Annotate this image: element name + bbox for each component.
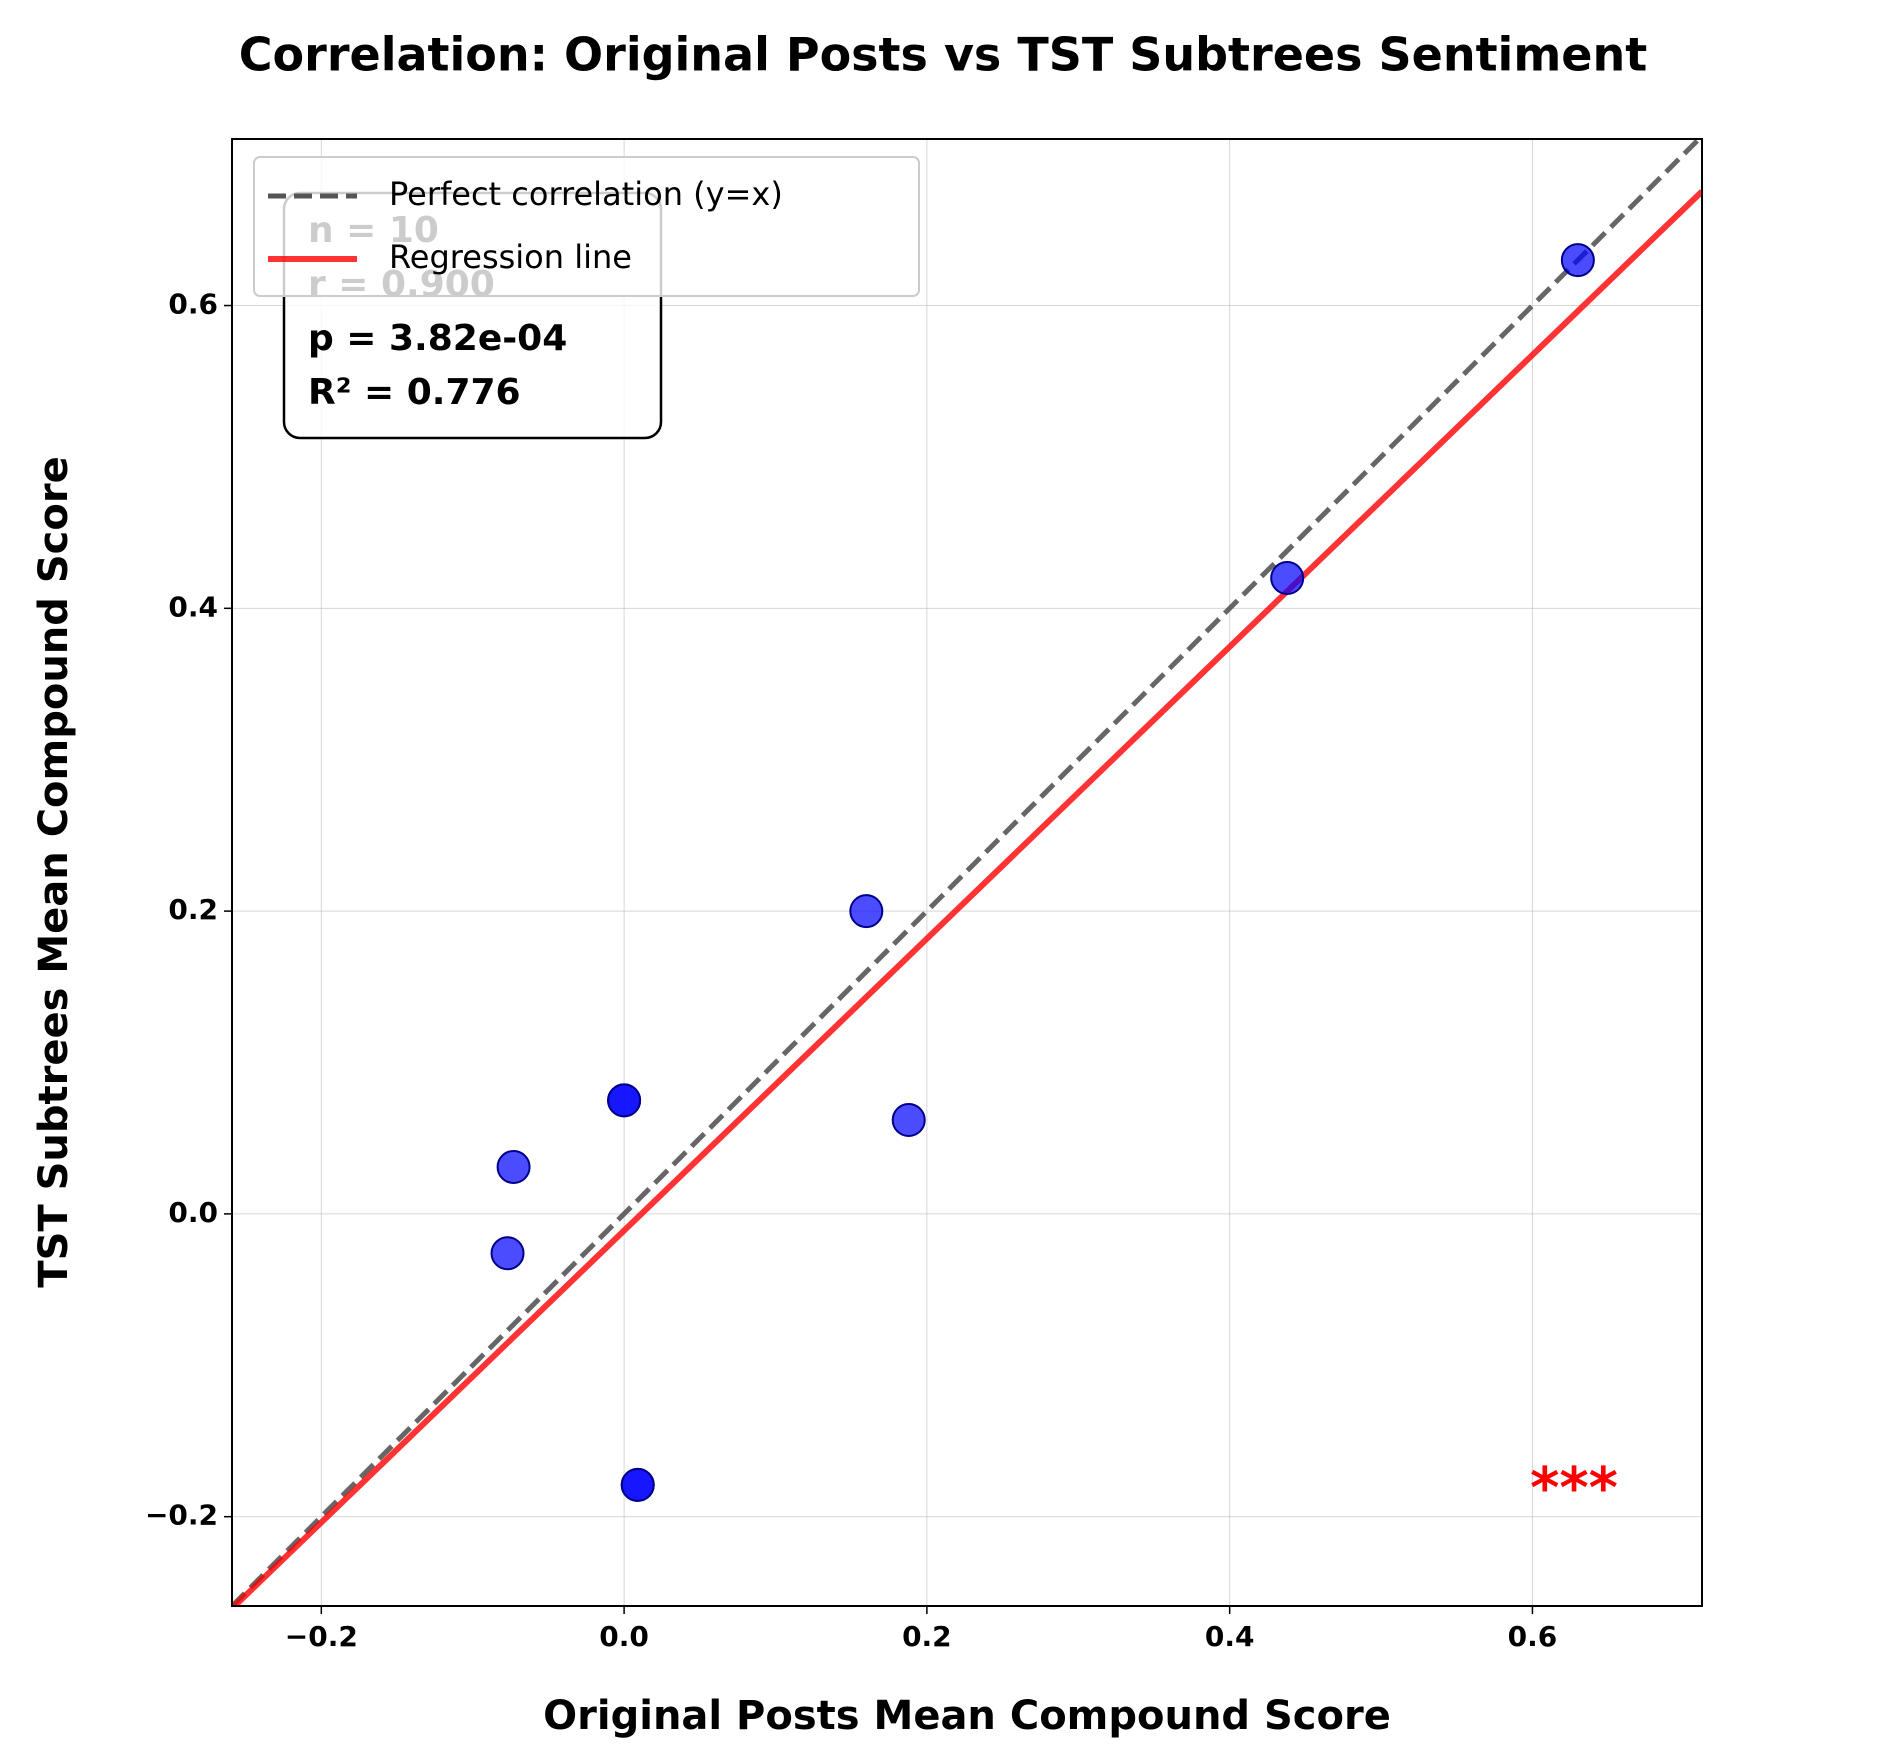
plot-frame: [231, 138, 1703, 1607]
x-axis-label: Original Posts Mean Compound Score: [543, 1693, 1391, 1739]
point: [496, 1149, 531, 1184]
x-tick-label: 0.2: [902, 1620, 952, 1653]
x-tick-label: 0.0: [599, 1620, 649, 1653]
x-tick-label: −0.2: [285, 1620, 358, 1653]
stats-text: R² = 0.776: [308, 372, 521, 413]
stats-text: p = 3.82e-04: [308, 318, 567, 359]
y-tick-label: 0.2: [168, 893, 218, 926]
point: [1560, 243, 1595, 278]
plot-area: [232, 139, 1702, 1606]
point: [620, 1467, 655, 1502]
y-tick-label: 0.0: [168, 1196, 218, 1229]
y-axis-label: TST Subtrees Mean Compound Score: [31, 456, 77, 1287]
legend-label: Perfect correlation (y=x): [389, 175, 783, 213]
legend-box: [253, 156, 920, 297]
point: [849, 894, 884, 929]
y-tick-label: −0.2: [145, 1499, 218, 1532]
legend-label: Regression line: [389, 238, 632, 276]
significance: ***: [1530, 1456, 1618, 1521]
point: [1270, 561, 1305, 596]
y-tick-label: 0.6: [168, 288, 218, 321]
chart-title: Correlation: Original Posts vs TST Subtr…: [239, 28, 1647, 82]
point: [490, 1236, 525, 1271]
identity-line: [232, 139, 1702, 1606]
x-tick-label: 0.6: [1508, 1620, 1558, 1653]
regression-line: [232, 189, 1702, 1606]
point: [607, 1083, 642, 1118]
point: [891, 1103, 926, 1138]
y-tick-label: 0.4: [168, 590, 218, 623]
x-tick-label: 0.4: [1205, 1620, 1255, 1653]
